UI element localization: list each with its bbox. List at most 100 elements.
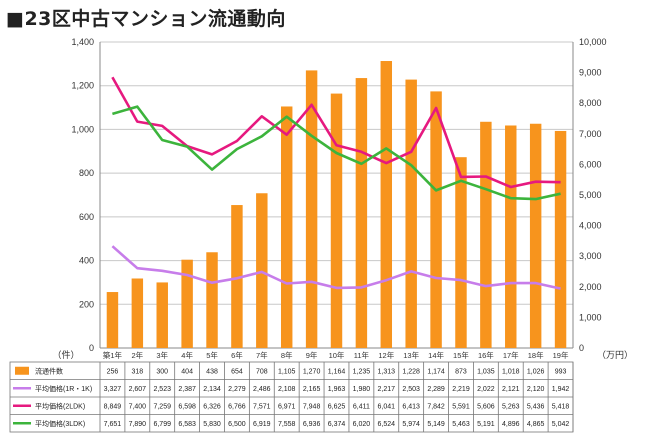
table-cell: 5,436: [527, 403, 545, 410]
table-cell: 7,400: [129, 403, 147, 410]
bar: [305, 70, 318, 349]
table-cell: 6,766: [228, 403, 246, 410]
y-left-tick-label: 1,400: [71, 37, 94, 47]
table-cell: 3,327: [104, 386, 122, 393]
bar: [480, 121, 492, 349]
y-left-tick-label: 600: [79, 212, 94, 222]
table-cell: 6,625: [328, 403, 346, 410]
y-left-tick-label: 400: [79, 256, 94, 266]
table-cell: 5,191: [477, 421, 495, 428]
legend-key-bar: [15, 366, 29, 375]
table-cell: 4,896: [502, 421, 520, 428]
table-cell: 5,830: [203, 421, 221, 428]
bar: [156, 282, 168, 348]
table-cell: 300: [156, 368, 168, 375]
bar: [455, 157, 467, 348]
bar: [505, 125, 517, 348]
table-cell: 6,971: [278, 403, 296, 410]
table-cell: 2,387: [178, 386, 196, 393]
bar: [106, 292, 119, 348]
table-cell: 6,411: [353, 403, 370, 410]
table-cell: 5,418: [552, 403, 570, 410]
y-left-tick-label: 200: [79, 299, 94, 309]
table-cell: 1,105: [278, 368, 296, 375]
x-category-label: 9年: [306, 350, 318, 360]
x-category-label: 3年: [156, 350, 168, 360]
table-cell: 1,018: [502, 368, 520, 375]
x-category-label: 19年: [553, 350, 569, 360]
x-category-label: 7年: [256, 350, 268, 360]
y-right-tick-label: 1,000: [579, 312, 602, 322]
bar: [405, 79, 417, 348]
y-left-tick-label: 1,000: [71, 124, 94, 134]
table-cell: 6,799: [153, 421, 171, 428]
bar: [330, 93, 343, 348]
bar: [280, 106, 293, 348]
table-cell: 318: [131, 368, 143, 375]
table-cell: 5,463: [452, 421, 470, 428]
table-cell: 6,524: [378, 421, 396, 428]
table-cell: 6,041: [378, 403, 396, 410]
table-cell: 7,842: [427, 403, 445, 410]
x-category-label: 4年: [181, 350, 193, 360]
x-category-label: 16年: [478, 350, 494, 360]
y-right-unit: （万円）: [597, 350, 633, 360]
table-cell: 1,313: [378, 368, 396, 375]
table-cell: 1,035: [477, 368, 495, 375]
table-cell: 2,120: [527, 386, 545, 393]
table-cell: 2,022: [477, 386, 495, 393]
y-left-tick-label: 800: [79, 168, 94, 178]
table-cell: 438: [206, 368, 218, 375]
table-cell: 7,571: [253, 403, 271, 410]
table-cell: 2,108: [278, 386, 296, 393]
table-cell: 708: [256, 368, 268, 375]
y-left-tick-label: 1,200: [71, 81, 94, 91]
table-cell: 2,289: [427, 386, 445, 393]
table-cell: 404: [181, 368, 193, 375]
table-cell: 1,235: [353, 368, 371, 375]
table-cell: 2,134: [203, 386, 221, 393]
bar: [181, 259, 193, 348]
table-cell: 1,026: [527, 368, 545, 375]
table-cell: 8,849: [104, 403, 122, 410]
table-cell: 654: [231, 368, 243, 375]
table-row-label: 流通件数: [35, 366, 63, 375]
table-cell: 7,948: [303, 403, 321, 410]
x-category-label: 17年: [503, 350, 519, 360]
x-category-label: 5年: [206, 350, 218, 360]
x-category-label: 2年: [132, 350, 144, 360]
x-category-label: 13年: [403, 350, 419, 360]
table-cell: 993: [555, 368, 567, 375]
y-right-tick-label: 9,000: [579, 68, 602, 78]
table-cell: 7,890: [129, 421, 147, 428]
table-cell: 5,974: [402, 421, 420, 428]
table-cell: 1,270: [303, 368, 321, 375]
y-right-tick-label: 2,000: [579, 282, 602, 292]
table-cell: 2,607: [129, 386, 147, 393]
table-cell: 6,919: [253, 421, 271, 428]
table-cell: 2,121: [502, 386, 520, 393]
table-cell: 6,583: [178, 421, 196, 428]
table-cell: 1,980: [353, 386, 371, 393]
series-line: [111, 245, 561, 290]
table-cell: 1,174: [427, 368, 445, 375]
table-cell: 2,219: [452, 386, 470, 393]
bar: [380, 61, 393, 348]
table-cell: 1,963: [328, 386, 346, 393]
x-category-label: 10年: [329, 350, 345, 360]
table-cell: 2,217: [378, 386, 396, 393]
bar: [231, 205, 243, 348]
y-left-tick-label: 0: [89, 343, 94, 353]
x-category-label: 11年: [354, 350, 370, 360]
table-cell: 6,936: [303, 421, 321, 428]
table-row-label: 平均価格(2LDK): [35, 401, 85, 410]
y-right-tick-label: 8,000: [579, 98, 602, 108]
table-cell: 2,523: [153, 386, 171, 393]
y-right-tick-label: 7,000: [579, 129, 602, 139]
bar: [529, 123, 542, 348]
table-cell: 2,279: [228, 386, 246, 393]
x-category-label: 8年: [281, 350, 293, 360]
y-right-tick-label: 4,000: [579, 221, 602, 231]
table-cell: 7,558: [278, 421, 296, 428]
y-right-tick-label: 5,000: [579, 190, 602, 200]
